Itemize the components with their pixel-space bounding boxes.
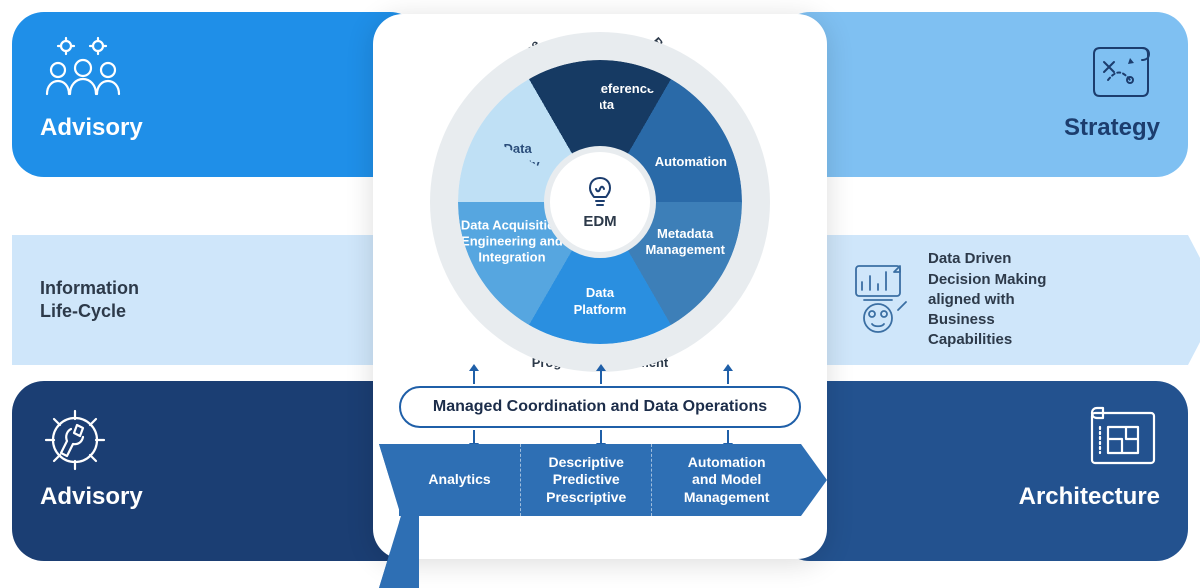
wrench-gear-icon [40, 405, 394, 475]
card-title: Advisory [40, 483, 394, 511]
card-architecture: Architecture [778, 381, 1188, 561]
center-panel: Data Governance Business Alignment Progr… [373, 14, 827, 559]
strategy-scroll-icon [1088, 36, 1160, 106]
chevron-seg-analytics: Analytics [399, 444, 520, 516]
edm-wheel: Data Governance Business Alignment Progr… [430, 32, 770, 372]
coordination-bar: Managed Coordination and Data Operations [399, 386, 801, 428]
card-advisory-top: Advisory [12, 12, 422, 177]
card-title: Advisory [40, 114, 394, 142]
mid-right-block: Data Driven Decision Making aligned with… [850, 249, 1160, 350]
blueprint-icon [1086, 405, 1160, 475]
card-title: Strategy [1064, 114, 1160, 142]
lightbulb-icon [584, 175, 616, 209]
mid-left-label: Information Life-Cycle [40, 277, 180, 324]
dashboard-metrics-icon [850, 260, 914, 340]
card-title: Architecture [1019, 483, 1160, 511]
chevron-seg-descriptive: DescriptivePredictivePrescriptive [520, 444, 651, 516]
card-strategy: Strategy [778, 12, 1188, 177]
wheel-hub: EDM [544, 146, 656, 258]
chevron-seg-automation: Automationand ModelManagement [651, 444, 801, 516]
mid-right-text: Data Driven Decision Making aligned with… [928, 249, 1068, 350]
people-gear-icon [40, 36, 394, 106]
chevron-bar: Analytics DescriptivePredictivePrescript… [399, 444, 801, 516]
card-advisory-bottom: Advisory [12, 381, 422, 561]
hub-label: EDM [583, 213, 616, 230]
